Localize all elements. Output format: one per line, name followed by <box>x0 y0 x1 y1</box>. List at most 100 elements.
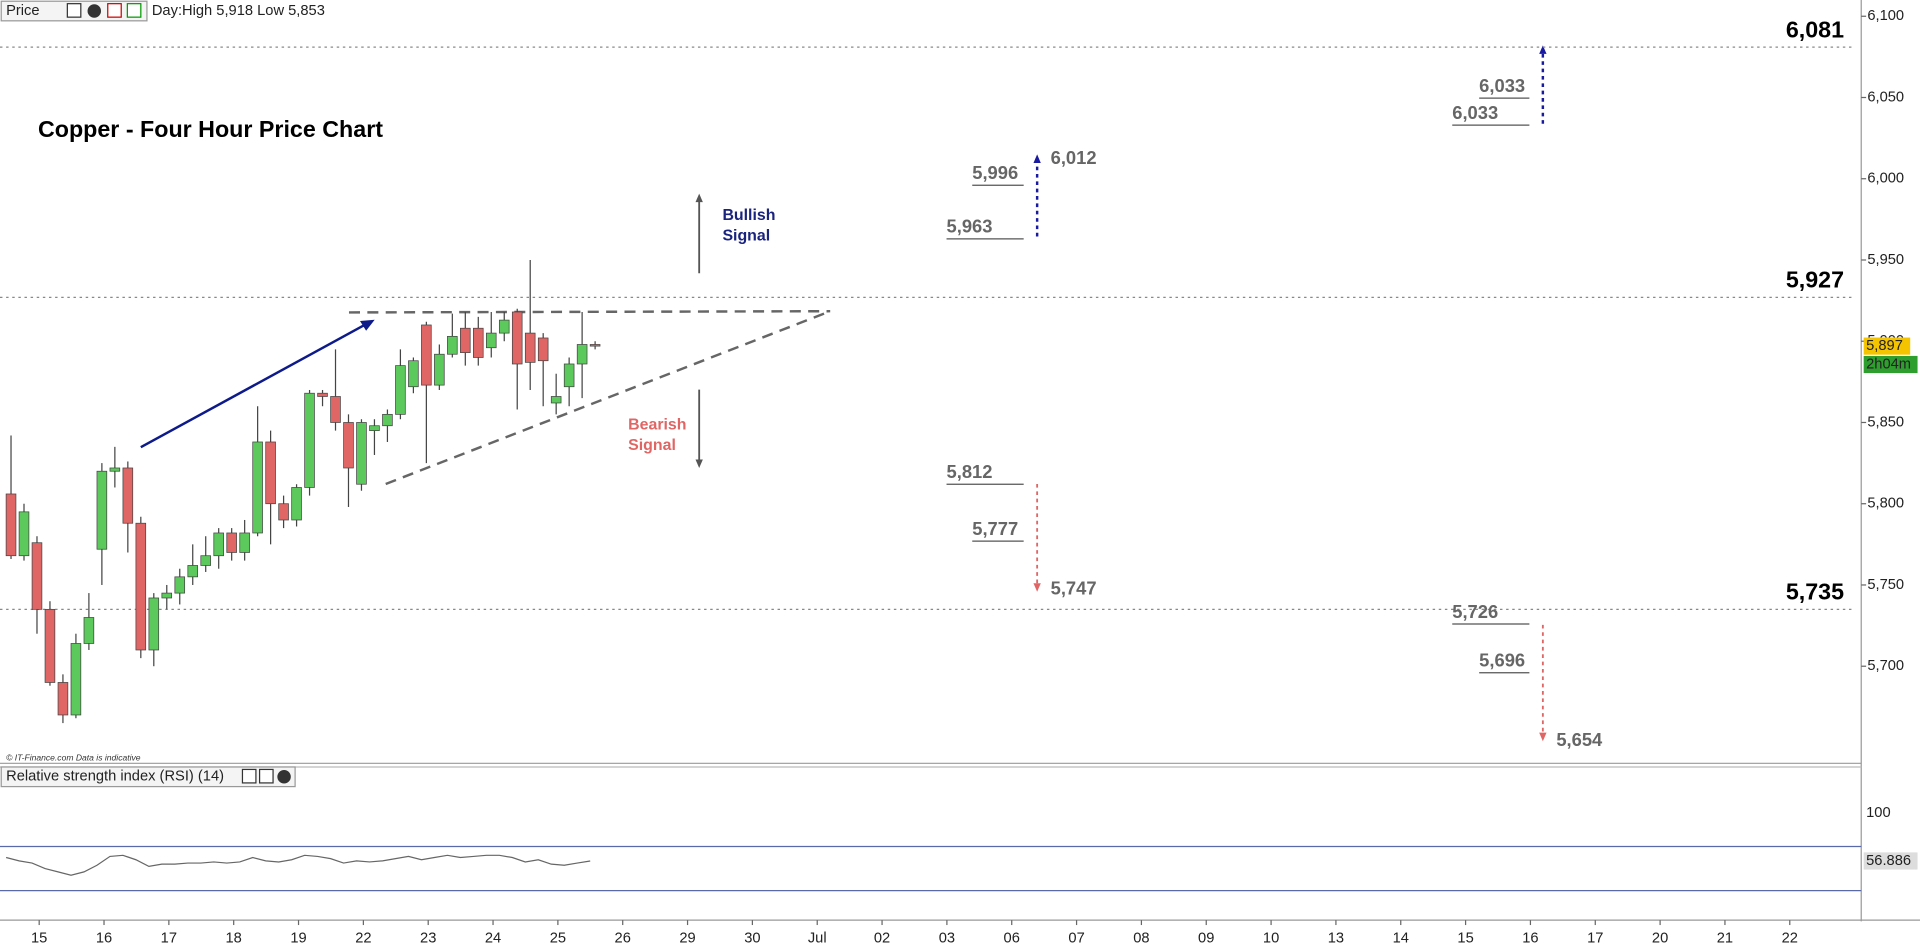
x-tick-label: 21 <box>1717 930 1733 946</box>
y-tick-label: 5,850 <box>1867 414 1904 430</box>
day-info: Day:High 5,918 Low 5,853 <box>152 3 325 19</box>
candle-body <box>226 532 237 553</box>
rsi-header-box <box>0 766 296 788</box>
y-tick-label: 5,700 <box>1867 658 1904 674</box>
arrow-head <box>695 193 703 203</box>
candle-body <box>161 592 173 599</box>
candle-body <box>5 493 17 557</box>
source-note: © IT-Finance.com Data is indicative <box>6 753 141 763</box>
target-label: 6,033 <box>1479 75 1525 96</box>
x-tick-label: 10 <box>1263 930 1279 946</box>
candle-body <box>44 608 56 683</box>
bearish-label: Bearish <box>628 416 686 433</box>
candle-body <box>265 441 276 505</box>
candle-body <box>148 597 160 651</box>
candle-body <box>252 441 263 534</box>
arrow-head <box>695 459 703 469</box>
candle-body <box>460 327 471 353</box>
x-tick-label: 16 <box>1522 930 1538 946</box>
candle-body <box>31 542 43 610</box>
target-label: 5,812 <box>947 461 993 482</box>
icon[interactable] <box>241 768 257 784</box>
candle-body <box>213 532 224 557</box>
target-label: 5,777 <box>972 518 1018 539</box>
candle-body <box>563 363 575 388</box>
bullish-label: Bullish <box>722 207 775 224</box>
x-tick-label: 19 <box>290 930 306 946</box>
x-tick-label: 02 <box>874 930 890 946</box>
y-tick-label: 5,750 <box>1867 577 1904 593</box>
rsi-tick-label: 100 <box>1866 805 1891 821</box>
target-label: 6,033 <box>1452 102 1498 123</box>
chart-title: Copper - Four Hour Price Chart <box>38 116 383 142</box>
candle-body <box>135 522 147 651</box>
x-tick-label: 15 <box>1457 930 1473 946</box>
header: Price Day:High 5,918 Low 5,853 <box>0 0 325 22</box>
candle-body <box>330 396 341 423</box>
x-tick-label: 03 <box>939 930 955 946</box>
target-label: 5,996 <box>972 162 1018 183</box>
y-tick-label: 6,000 <box>1867 171 1904 187</box>
arrow-head <box>1033 154 1041 163</box>
candle-body <box>537 337 549 362</box>
candle-body <box>589 344 601 347</box>
panel-label: Price <box>6 3 39 19</box>
target-label: 5,963 <box>947 216 993 237</box>
icon[interactable] <box>107 3 122 18</box>
x-tick-label: 29 <box>679 930 695 946</box>
candle-body <box>447 335 458 355</box>
trend-arrow <box>140 322 368 449</box>
candle-body <box>434 353 445 386</box>
icon[interactable] <box>258 768 274 784</box>
candle-body <box>83 617 95 644</box>
candle-body <box>511 311 523 365</box>
current-price-label: 5,897 <box>1866 338 1903 354</box>
candle-body <box>524 332 536 363</box>
level-label: 5,927 <box>1786 267 1844 293</box>
y-tick-label: 6,050 <box>1867 89 1904 105</box>
rsi-value-box <box>1863 852 1918 870</box>
y-tick-label: 6,100 <box>1867 8 1904 24</box>
x-tick-label: 09 <box>1198 930 1214 946</box>
candle-body <box>278 503 289 521</box>
candle-body <box>70 643 82 716</box>
icon[interactable] <box>126 3 142 18</box>
candle-body <box>18 511 30 557</box>
candle-body <box>550 396 562 404</box>
x-tick-label: 16 <box>96 930 112 946</box>
countdown: 2h04m <box>1866 356 1911 372</box>
x-tick-label: 14 <box>1393 930 1409 946</box>
candle-body <box>369 425 380 431</box>
x-tick-label: 18 <box>226 930 242 946</box>
x-tick-label: 08 <box>1133 930 1149 946</box>
current-price-box <box>1863 337 1911 355</box>
countdown-box <box>1863 355 1918 374</box>
candle-body <box>291 487 302 521</box>
x-tick-label: 17 <box>161 930 177 946</box>
candle-body <box>576 344 588 365</box>
triangle-top <box>348 309 831 314</box>
candle-body <box>382 413 393 427</box>
candle-body <box>57 682 69 716</box>
icon[interactable] <box>87 4 102 18</box>
x-tick-label: 06 <box>1004 930 1020 946</box>
candle-body <box>473 327 484 358</box>
icon[interactable] <box>66 3 82 18</box>
x-tick-label: 22 <box>355 930 371 946</box>
target-label: 6,012 <box>1051 147 1097 168</box>
target-label: 5,726 <box>1452 601 1498 622</box>
level-label: 6,081 <box>1786 16 1844 42</box>
icon[interactable] <box>277 770 291 784</box>
x-tick-label: 20 <box>1652 930 1668 946</box>
candle-body <box>395 365 406 415</box>
x-tick-label: 07 <box>1068 930 1084 946</box>
arrow-head <box>1539 45 1547 54</box>
candle-body <box>421 324 432 386</box>
x-tick-label: Jul <box>808 930 827 946</box>
rsi-title: Relative strength index (RSI) (14) <box>6 769 224 785</box>
x-tick-label: 26 <box>615 930 631 946</box>
x-tick-label: 17 <box>1587 930 1603 946</box>
target-label: 5,654 <box>1556 729 1603 750</box>
x-tick-label: 23 <box>420 930 436 946</box>
